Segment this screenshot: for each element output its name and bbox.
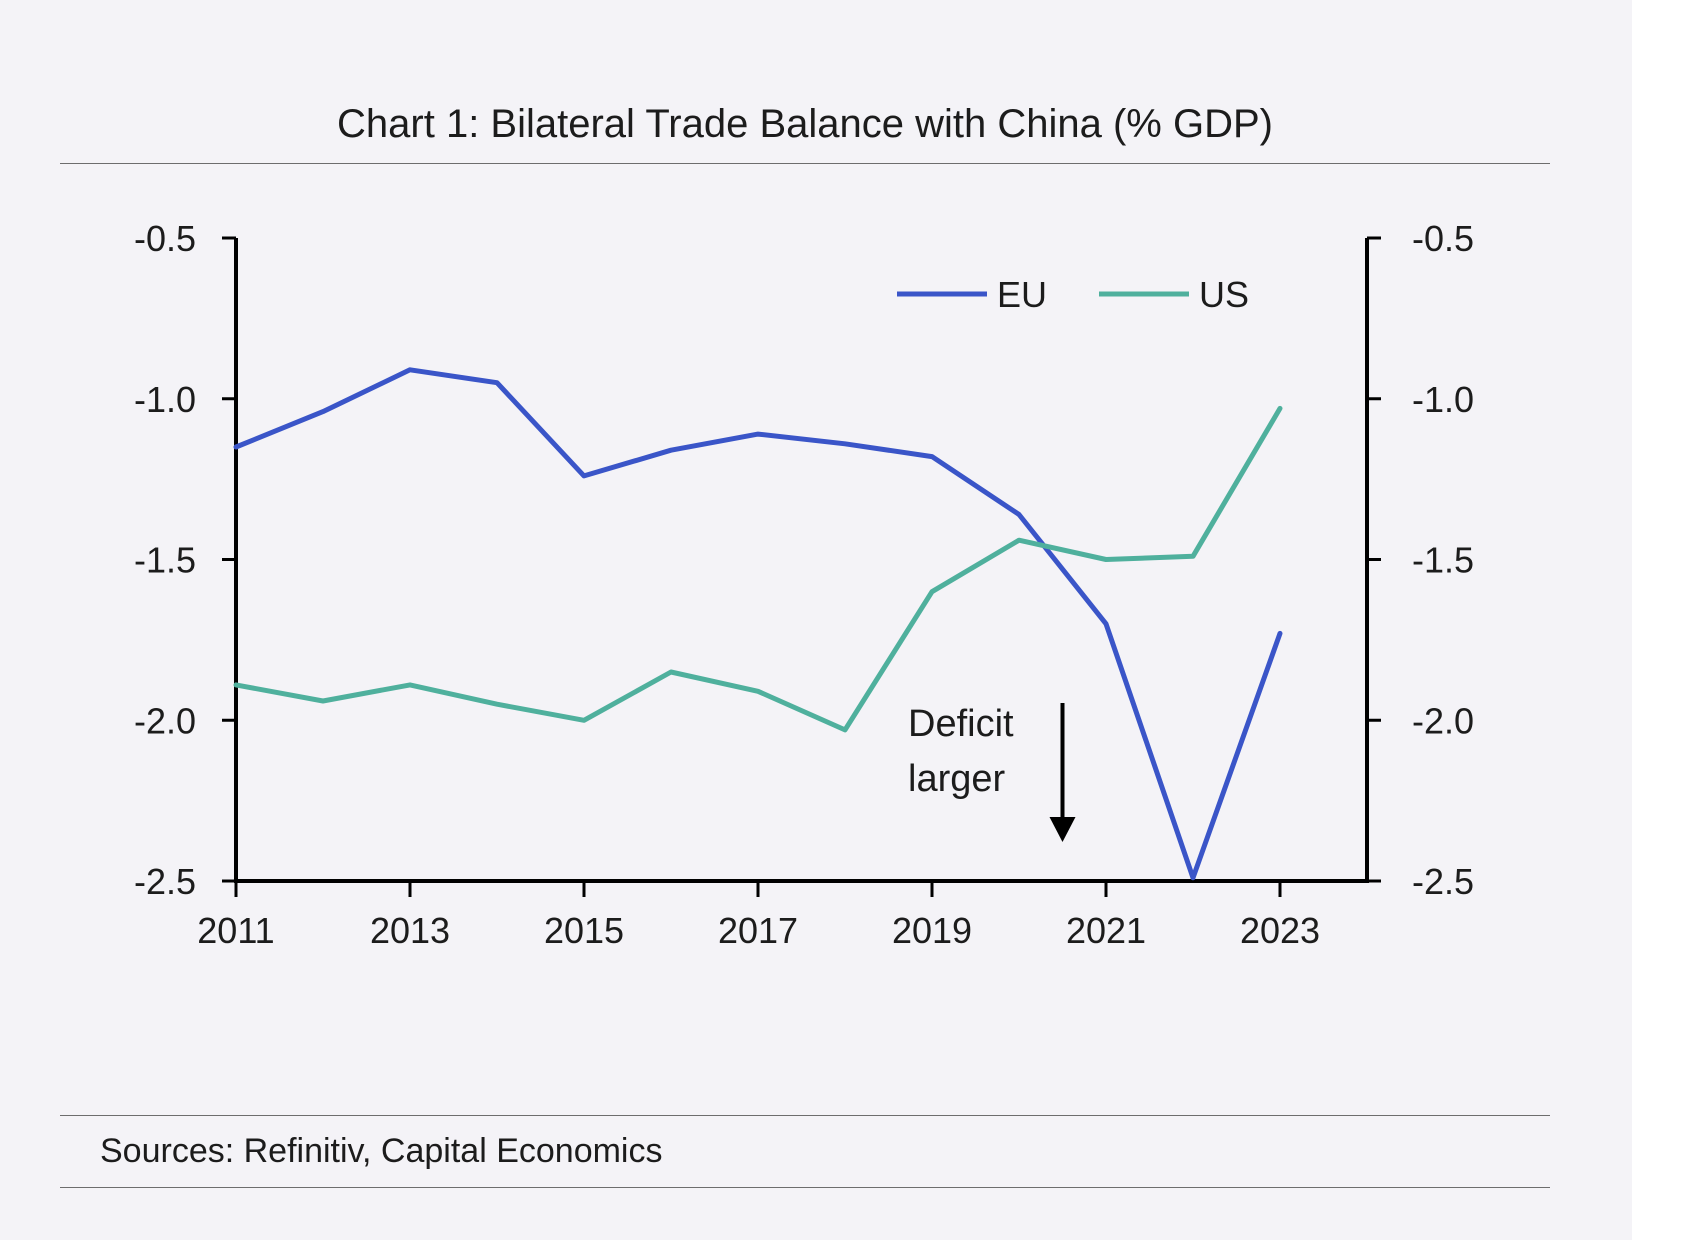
chart-title: Chart 1: Bilateral Trade Balance with Ch… <box>337 102 1273 146</box>
x-tick-label: 2017 <box>718 910 798 951</box>
source-top-rule <box>60 1115 1550 1116</box>
legend-label-us: US <box>1199 274 1249 315</box>
chart-ticks: -0.5 -0.5 -1.0 -1.0 -1.5 -1.5 -2.0 -2.0 -2.5 -2.5… <box>134 218 1474 951</box>
source-bottom-rule <box>60 1187 1550 1188</box>
annotation-arrow-head <box>1049 817 1076 842</box>
chart-series <box>233 367 1283 881</box>
title-rule <box>60 163 1550 164</box>
y-tick-label-right: -0.5 <box>1412 218 1474 259</box>
x-tick-label: 2023 <box>1240 910 1320 951</box>
x-tick-label: 2021 <box>1066 910 1146 951</box>
right-margin-strip <box>1632 0 1704 1240</box>
x-tick-label: 2015 <box>544 910 624 951</box>
chart-axes <box>234 238 1369 883</box>
x-tick-label: 2013 <box>370 910 450 951</box>
source-note: Sources: Refinitiv, Capital Economics <box>100 1132 663 1170</box>
y-tick-label-left: -2.0 <box>134 700 196 741</box>
y-tick-label-left: -1.5 <box>134 540 196 581</box>
y-tick-label-right: -2.0 <box>1412 700 1474 741</box>
chart-legend: EU US <box>897 274 1249 315</box>
series-line-us <box>233 405 1283 733</box>
y-tick-label-left: -2.5 <box>134 861 196 902</box>
y-tick-label-right: -1.0 <box>1412 379 1474 420</box>
annotation-line-2: larger <box>908 758 1005 800</box>
annotation-line-1: Deficit <box>908 703 1014 745</box>
series-line-eu <box>233 367 1283 881</box>
chart-annotation: Deficit larger <box>908 703 1076 842</box>
legend-label-eu: EU <box>997 274 1047 315</box>
x-tick-label: 2019 <box>892 910 972 951</box>
x-tick-label: 2011 <box>197 910 274 951</box>
y-tick-label-left: -0.5 <box>134 218 196 259</box>
y-tick-label-right: -2.5 <box>1412 861 1474 902</box>
y-tick-label-right: -1.5 <box>1412 540 1474 581</box>
y-tick-label-left: -1.0 <box>134 379 196 420</box>
